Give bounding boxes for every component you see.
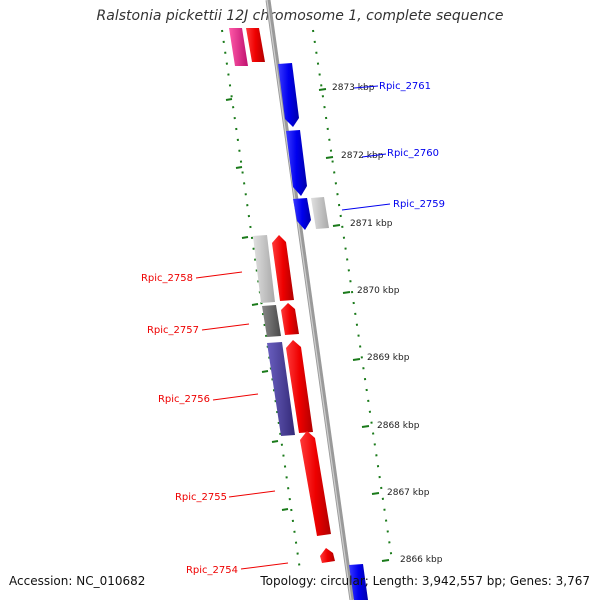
gene-label-rpic-2754[interactable]: Rpic_2754	[186, 562, 289, 576]
svg-text:Rpic_2760: Rpic_2760	[387, 148, 439, 159]
gene-label-rpic-2758[interactable]: Rpic_2758	[141, 271, 243, 284]
scale-tick: 2869 kbp	[352, 353, 410, 363]
gene-feature-rpic-2761[interactable]	[278, 63, 299, 127]
scale-tick: 2872 kbp	[325, 151, 384, 161]
scale-tick: 2867 kbp	[371, 488, 430, 498]
gene-feature-rpic-2759[interactable]	[293, 198, 311, 230]
gene-label-rpic-2757[interactable]: Rpic_2757	[147, 323, 250, 336]
svg-text:Rpic_2759: Rpic_2759	[393, 199, 445, 210]
svg-text:2869 kbp: 2869 kbp	[367, 353, 410, 363]
svg-text:Rpic_2754: Rpic_2754	[186, 565, 238, 576]
gene-feature-grey-2758[interactable]	[253, 235, 275, 303]
gene-feature-red-top[interactable]	[246, 28, 265, 62]
scale-tick: 2871 kbp	[332, 219, 393, 229]
scale-tick: 2873 kbp	[318, 83, 375, 93]
gene-label-rpic-2760[interactable]: Rpic_2760	[361, 148, 439, 159]
gene-feature-rpic-2754[interactable]	[320, 548, 335, 563]
gene-feature-grey-2759[interactable]	[311, 197, 329, 229]
svg-text:2870 kbp: 2870 kbp	[357, 286, 400, 296]
svg-text:Rpic_2756: Rpic_2756	[158, 394, 210, 405]
svg-text:2867 kbp: 2867 kbp	[387, 488, 430, 498]
accession-text: Accession: NC_010682	[9, 574, 146, 588]
gene-label-rpic-2755[interactable]: Rpic_2755	[175, 490, 276, 503]
scale-tick: 2870 kbp	[342, 286, 400, 296]
gene-feature-pink[interactable]	[229, 28, 248, 66]
outer-dotted-guide	[312, 29, 393, 561]
gene-feature-rpic-2755[interactable]	[300, 431, 331, 536]
svg-text:2868 kbp: 2868 kbp	[377, 421, 420, 431]
svg-text:2872 kbp: 2872 kbp	[341, 151, 384, 161]
backbone	[265, 0, 355, 600]
svg-text:2871 kbp: 2871 kbp	[350, 219, 393, 229]
scale-ticks: 2873 kbp 2872 kbp 2871 kbp 2870 kbp 2869…	[318, 83, 443, 565]
svg-text:2873 kbp: 2873 kbp	[332, 83, 375, 93]
svg-text:Rpic_2755: Rpic_2755	[175, 492, 227, 503]
gene-feature-purple-2756[interactable]	[267, 342, 295, 436]
scale-tick: 2868 kbp	[361, 421, 420, 431]
gene-feature-blue-bottom[interactable]	[349, 564, 368, 600]
gene-labels: Rpic_2761 Rpic_2760 Rpic_2759 Rpic_2758 …	[141, 81, 445, 576]
gene-features	[229, 28, 368, 600]
gene-feature-rpic-2760[interactable]	[286, 130, 307, 196]
gene-feature-rpic-2758[interactable]	[272, 235, 294, 301]
scale-tick: 2866 kbp	[381, 555, 443, 565]
svg-text:Rpic_2761: Rpic_2761	[379, 81, 431, 92]
gene-feature-dark-2757[interactable]	[262, 305, 281, 337]
gene-label-rpic-2759[interactable]: Rpic_2759	[341, 199, 445, 211]
inner-tick-marks	[225, 98, 289, 511]
gene-label-rpic-2761[interactable]: Rpic_2761	[353, 81, 431, 92]
gene-feature-rpic-2757[interactable]	[281, 303, 299, 335]
map-title: Ralstonia pickettii 12J chromosome 1, co…	[96, 8, 504, 24]
gene-label-rpic-2756[interactable]: Rpic_2756	[158, 393, 259, 405]
genome-stats-text: Topology: circular; Length: 3,942,557 bp…	[260, 574, 590, 588]
svg-text:Rpic_2758: Rpic_2758	[141, 273, 193, 284]
svg-text:Rpic_2757: Rpic_2757	[147, 325, 199, 336]
gene-feature-rpic-2756[interactable]	[286, 340, 313, 433]
svg-text:2866 kbp: 2866 kbp	[400, 555, 443, 565]
